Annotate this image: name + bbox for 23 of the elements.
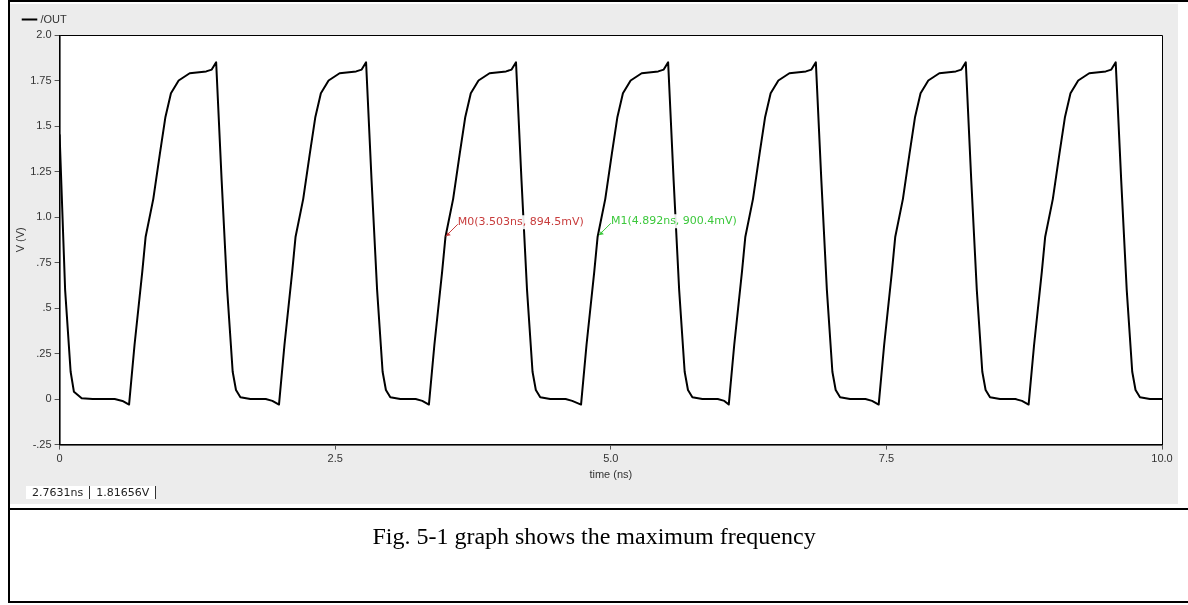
y-tick-label: .25 [36, 346, 52, 359]
text: 2.7631ns [26, 486, 91, 499]
y-tick-label: .75 [36, 255, 52, 268]
legend-label: /OUT [40, 12, 68, 25]
y-tick-label: 1.75 [30, 73, 52, 86]
y-tick-label: 0 [45, 392, 52, 405]
y-tick-label: .5 [42, 301, 52, 314]
y-axis-title: V (V) [13, 227, 26, 253]
x-tick-label: 2.5 [327, 452, 343, 465]
x-tick-label: 10.0 [1151, 452, 1173, 465]
x-tick-label: 5.0 [603, 452, 619, 465]
y-tick-label: 1.25 [30, 164, 52, 177]
x-tick-label: 0 [56, 452, 63, 465]
y-tick-label: 2.0 [36, 28, 52, 41]
x-tick-label: 7.5 [878, 452, 895, 465]
y-tick-label: 1.5 [36, 119, 52, 132]
text: 1.81656V [90, 486, 157, 499]
x-axis-title: time (ns) [589, 468, 633, 481]
annotation: M1(4.892ns, 900.4mV) [610, 214, 737, 228]
y-tick-label: -.25 [32, 437, 52, 450]
text: Fig. 5-1 graph shows the maximum frequency [371, 523, 817, 550]
annotation: M0(3.503ns, 894.5mV) [457, 215, 584, 229]
y-tick-label: 1.0 [36, 210, 52, 223]
